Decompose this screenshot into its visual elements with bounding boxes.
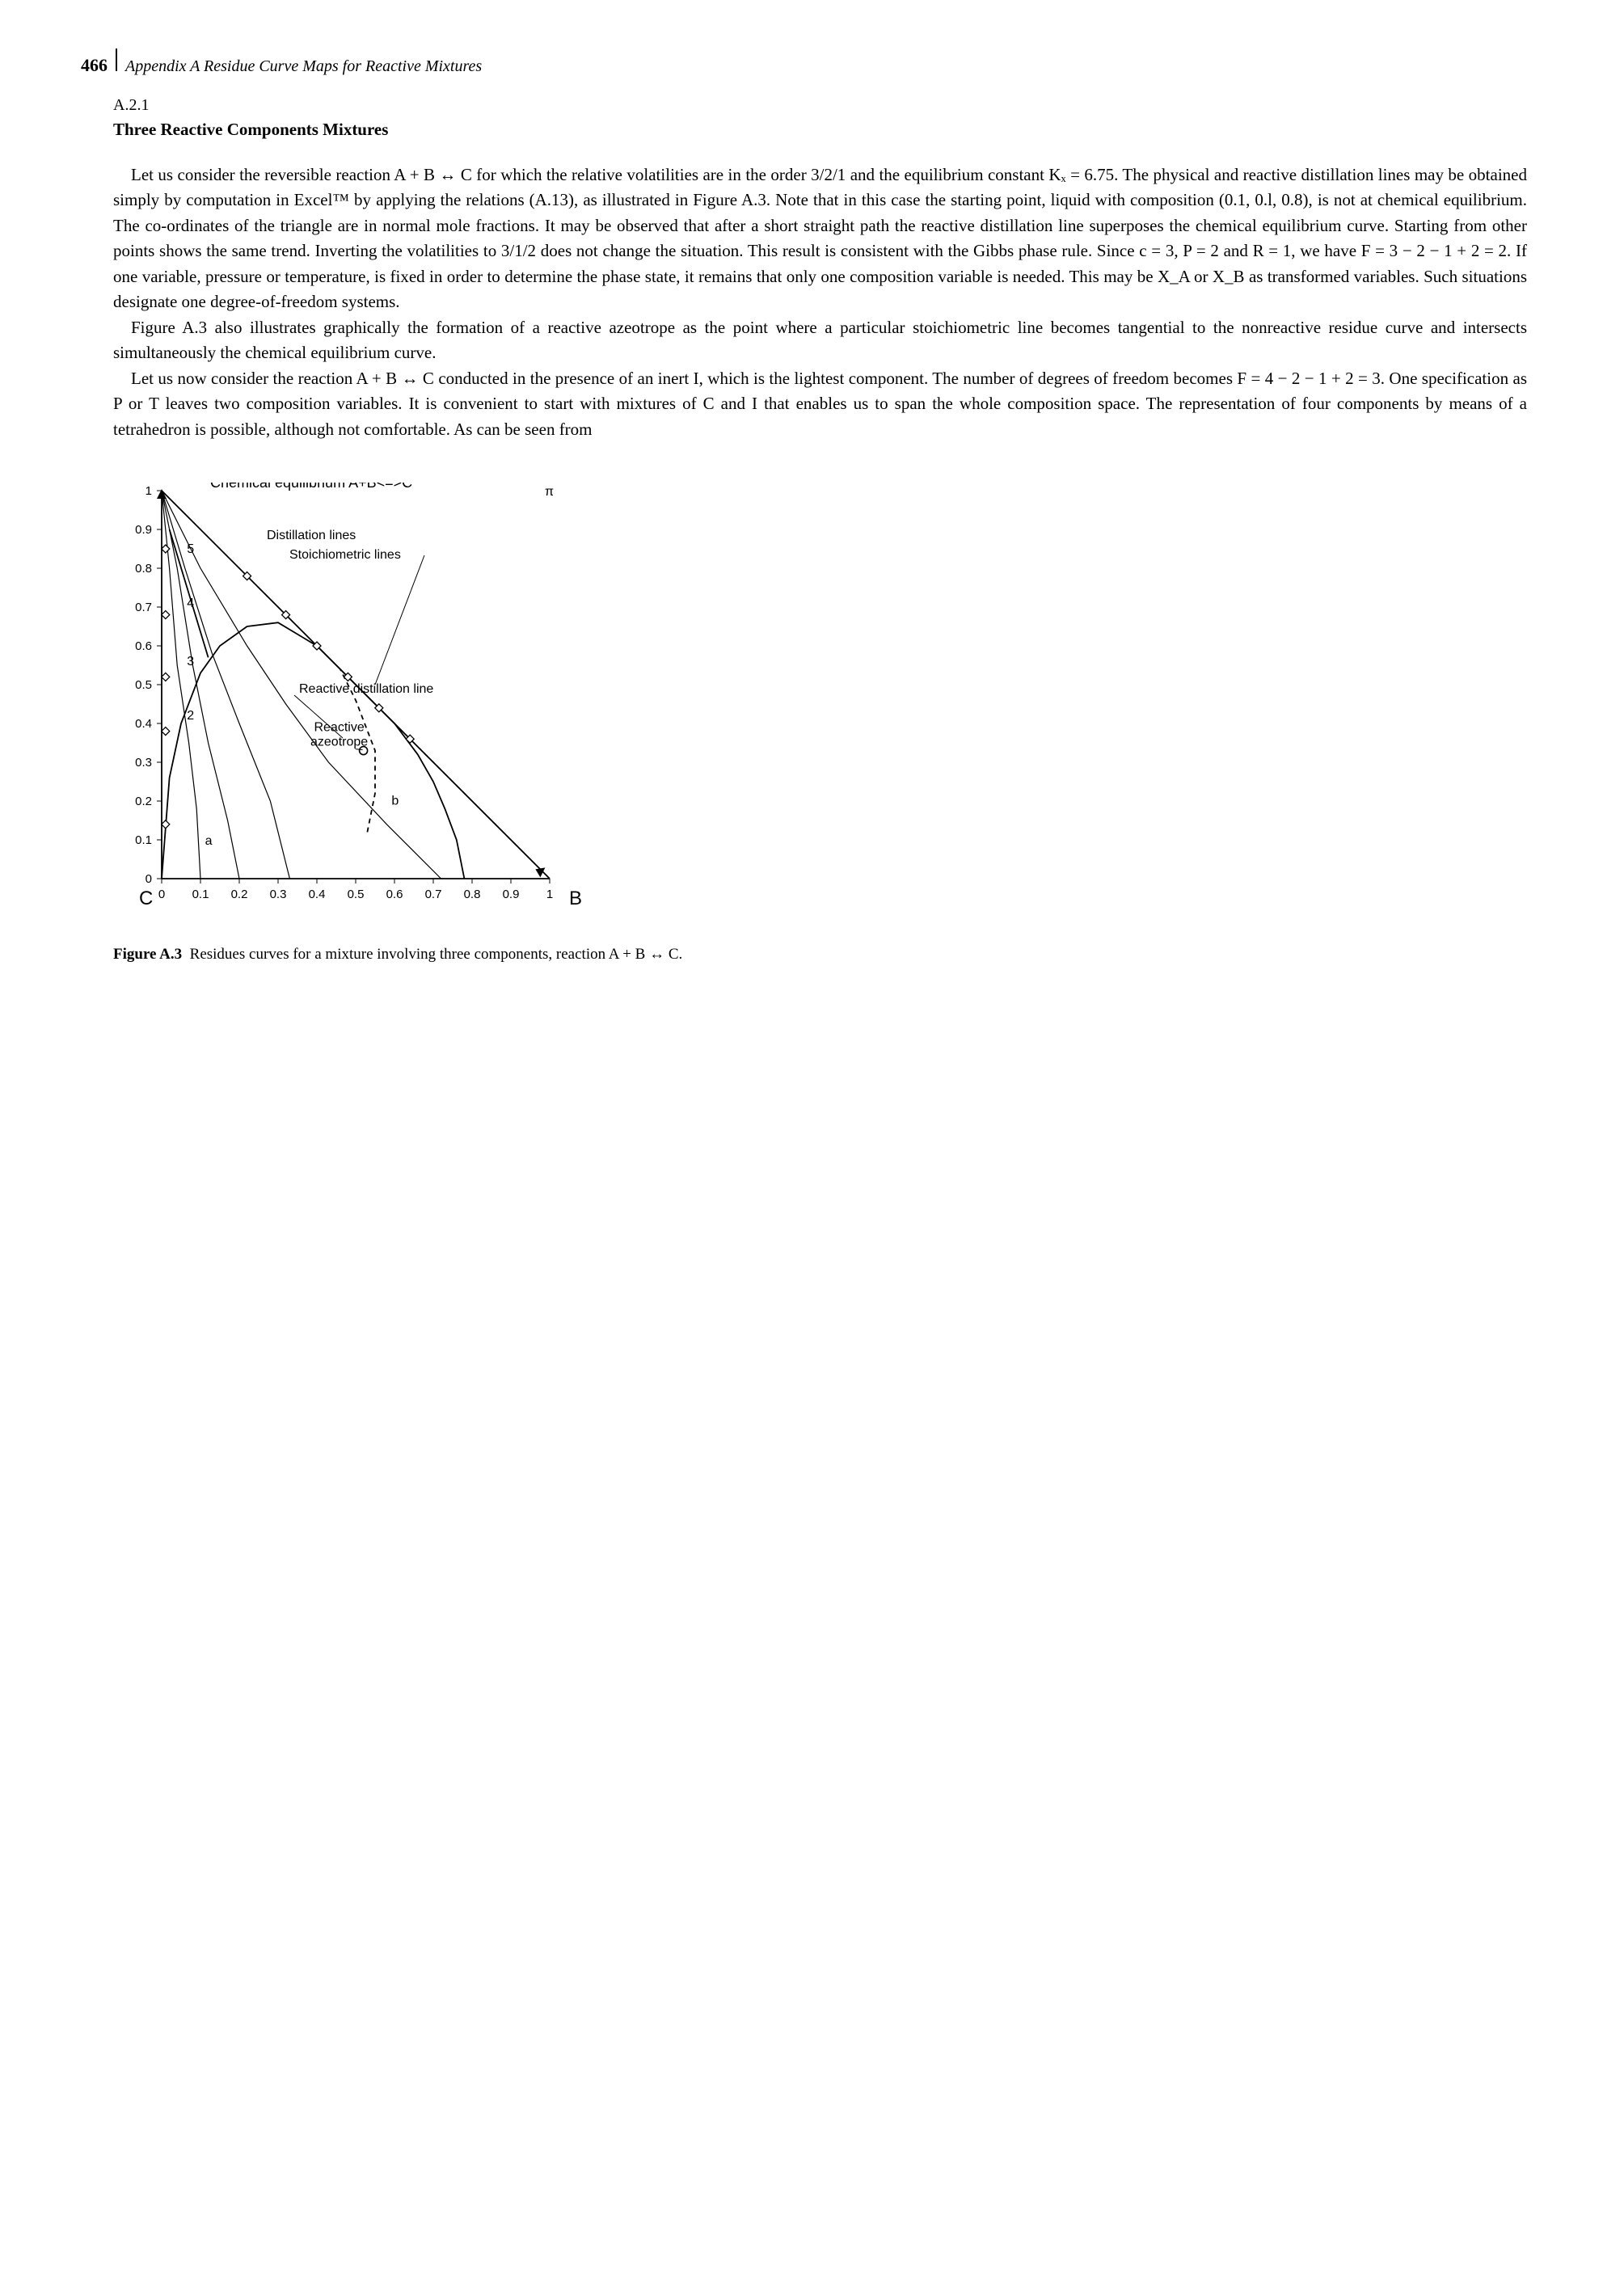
svg-text:0.7: 0.7	[135, 601, 152, 614]
svg-text:Reactive distillation line: Reactive distillation line	[299, 682, 433, 696]
svg-text:4: 4	[187, 597, 194, 610]
svg-text:B: B	[569, 888, 582, 909]
svg-text:1: 1	[546, 888, 553, 901]
svg-text:Stoichiometric lines: Stoichiometric lines	[289, 548, 401, 562]
figure-label: Figure A.3	[113, 946, 182, 963]
body-text: Let us consider the reversible reaction …	[81, 162, 1527, 443]
svg-text:0.8: 0.8	[135, 562, 152, 576]
header-divider	[116, 48, 117, 71]
svg-text:Distillation lines: Distillation lines	[267, 529, 356, 542]
svg-text:A: A	[144, 483, 157, 487]
figure-caption: Figure A.3 Residues curves for a mixture…	[113, 943, 1527, 967]
page-number: 466	[81, 52, 108, 78]
svg-text:0.5: 0.5	[135, 678, 152, 692]
svg-text:0.6: 0.6	[386, 888, 403, 901]
paragraph: Let us now consider the reaction A + B ↔…	[113, 366, 1527, 443]
svg-text:0.1: 0.1	[135, 833, 152, 847]
svg-text:Chemical equilibrium A+B: Chemical equilibrium A+B<=>C	[210, 483, 412, 491]
svg-text:0.4: 0.4	[135, 717, 152, 731]
svg-text:b: b	[391, 794, 399, 808]
section-number: A.2.1	[113, 93, 1527, 117]
svg-text:0.2: 0.2	[231, 888, 248, 901]
svg-text:a: a	[205, 834, 213, 848]
paragraph: Let us consider the reversible reaction …	[113, 162, 1527, 315]
svg-text:0.9: 0.9	[503, 888, 520, 901]
svg-text:0: 0	[158, 888, 165, 901]
page-header: 466 Appendix A Residue Curve Maps for Re…	[81, 48, 1527, 78]
figure-a3: 0 0.1 0.2 0.3 0.4 0.5 0.6 0.7 0.8 0.9 1 0 0.1 0.2 0.3 0…	[113, 483, 1527, 967]
svg-text:0.4: 0.4	[309, 888, 326, 901]
svg-text:0.3: 0.3	[270, 888, 287, 901]
svg-text:0.2: 0.2	[135, 795, 152, 808]
paragraph: Figure A.3 also illustrates graphically …	[113, 315, 1527, 366]
running-head: Appendix A Residue Curve Maps for Reacti…	[125, 54, 482, 78]
svg-text:0.1: 0.1	[192, 888, 209, 901]
svg-text:0.6: 0.6	[135, 639, 152, 653]
svg-text:C: C	[139, 888, 153, 909]
ternary-diagram: 0 0.1 0.2 0.3 0.4 0.5 0.6 0.7 0.8 0.9 1 0 0.1 0.2 0.3 0…	[113, 483, 614, 935]
svg-text:0.7: 0.7	[425, 888, 442, 901]
svg-text:0.5: 0.5	[348, 888, 365, 901]
svg-text:3: 3	[187, 655, 194, 668]
section-title: Three Reactive Components Mixtures	[113, 117, 1527, 143]
svg-text:0.8: 0.8	[464, 888, 481, 901]
svg-text:azeotrope: azeotrope	[310, 736, 368, 749]
svg-text:5: 5	[187, 542, 194, 556]
svg-text:0.3: 0.3	[135, 756, 152, 770]
svg-text:0.9: 0.9	[135, 523, 152, 537]
svg-text:π: π	[545, 485, 554, 499]
svg-text:0: 0	[146, 872, 152, 886]
figure-caption-text: Residues curves for a mixture involving …	[190, 946, 683, 963]
svg-text:2: 2	[187, 709, 194, 723]
svg-text:Reactive: Reactive	[314, 721, 364, 735]
